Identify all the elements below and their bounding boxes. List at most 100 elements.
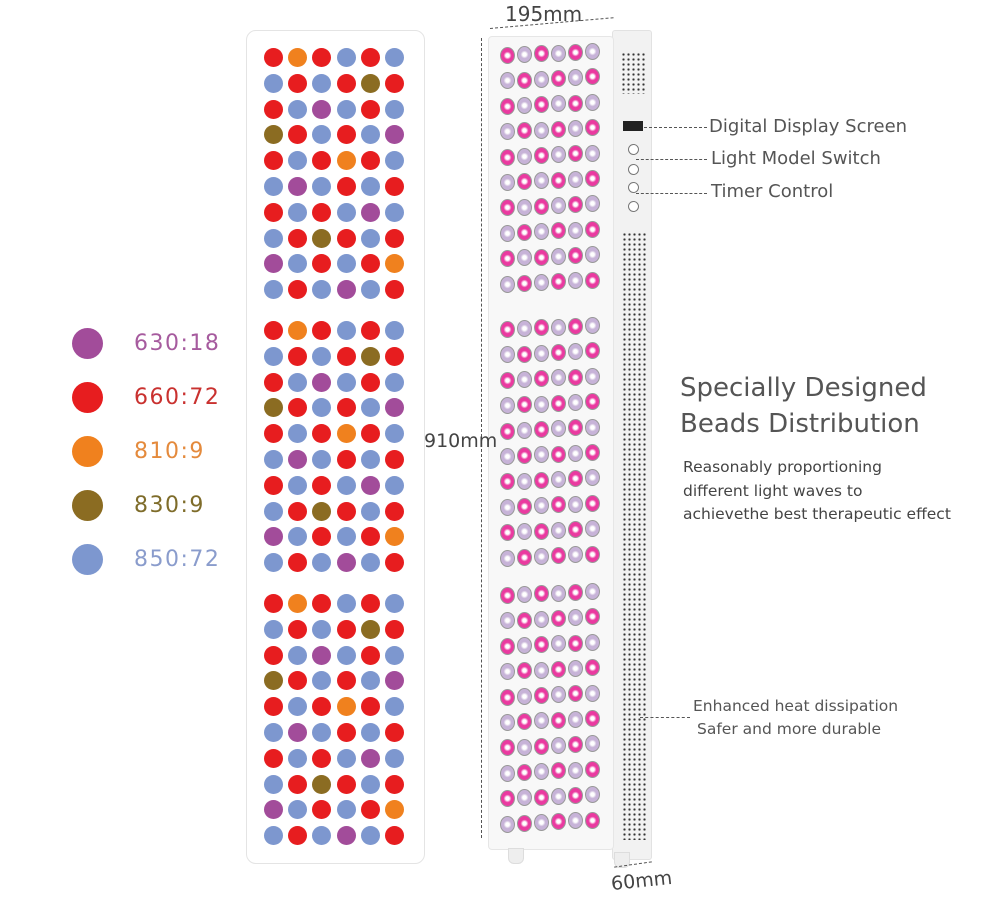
bead-dot — [288, 372, 308, 392]
bead-dot — [312, 151, 332, 171]
mode-callout: Light Model Switch — [711, 148, 881, 169]
led-bead — [500, 448, 515, 465]
led-bead — [500, 371, 515, 389]
display-callout-line — [644, 127, 707, 128]
bead-dot — [385, 450, 404, 469]
bead-dot — [264, 254, 283, 274]
led-bead — [568, 710, 583, 728]
led-bead — [500, 714, 515, 731]
bead-dot — [264, 73, 283, 93]
led-bead — [534, 446, 549, 464]
led-bead — [568, 368, 583, 386]
led-bead — [585, 684, 600, 702]
led-bead — [534, 45, 549, 63]
bead-dot — [336, 594, 356, 613]
led-bead — [585, 520, 600, 538]
led-bead — [517, 249, 532, 267]
bead-dot — [360, 321, 380, 340]
led-bead — [500, 587, 515, 604]
led-bead — [534, 548, 549, 565]
led-bead — [551, 762, 566, 780]
legend-swatch — [72, 381, 103, 413]
bead-dot — [385, 645, 404, 665]
feature-desc-line2: different light waves to — [683, 482, 863, 500]
led-bead — [500, 815, 515, 833]
bead-dot — [360, 424, 380, 444]
led-bead — [568, 343, 583, 361]
led-bead — [568, 546, 583, 564]
bead-dot — [288, 280, 308, 300]
led-bead — [568, 196, 583, 214]
bead-dot — [360, 645, 380, 665]
bead-dot — [264, 151, 283, 171]
bead-dot — [264, 671, 283, 691]
bead-dot — [336, 553, 356, 573]
led-bead — [585, 545, 600, 563]
led-bead — [568, 736, 583, 754]
bead-dot — [312, 321, 332, 340]
bead-dot — [264, 748, 283, 768]
bead-dot — [312, 48, 332, 67]
led-bead — [568, 583, 583, 601]
led-bead — [534, 319, 549, 337]
led-bead — [568, 317, 583, 335]
led-bead — [500, 612, 515, 630]
led-bead — [568, 120, 583, 137]
bead-dot — [288, 800, 308, 820]
bead-dot — [288, 645, 308, 665]
led-bead — [568, 221, 583, 239]
bead-dot — [360, 671, 380, 691]
led-bead — [551, 711, 566, 729]
bead-dot — [360, 450, 380, 469]
led-bead — [585, 246, 600, 264]
led-bead — [585, 735, 600, 753]
legend-item: 630:18 — [72, 326, 219, 360]
led-bead — [534, 147, 549, 164]
led-bead — [534, 788, 549, 806]
led-bead — [551, 171, 566, 189]
bead-dot — [288, 99, 308, 119]
timer-minus-button[interactable] — [628, 201, 639, 212]
bead-dot — [385, 671, 404, 691]
bead-dot — [360, 774, 380, 794]
bead-dot — [288, 723, 308, 742]
width-dimension-label: 195mm — [505, 2, 583, 26]
bead-dot — [264, 475, 283, 495]
led-bead — [534, 96, 549, 114]
led-bead — [551, 547, 566, 565]
led-bead — [568, 43, 583, 61]
height-dimension-label: 910mm — [424, 430, 498, 452]
led-bead — [500, 397, 515, 415]
bead-dot — [385, 73, 404, 93]
bead-dot — [336, 48, 356, 67]
bead-dot — [385, 177, 404, 196]
led-bead — [585, 494, 600, 512]
bead-dot — [360, 280, 380, 300]
led-bead — [500, 123, 515, 141]
led-bead — [551, 521, 566, 539]
led-bead — [568, 521, 583, 538]
led-bead — [517, 789, 532, 807]
bead-dot — [360, 372, 380, 392]
feature-desc-line3: achievethe best therapeutic effect — [683, 505, 951, 523]
light-mode-button[interactable] — [628, 164, 639, 175]
legend-label: 810:9 — [134, 438, 205, 464]
led-bead — [551, 70, 566, 87]
led-bead — [585, 786, 600, 804]
led-bead — [551, 95, 566, 113]
bead-dot — [385, 723, 404, 742]
led-bead — [551, 369, 566, 387]
legend-item: 810:9 — [72, 434, 203, 468]
led-bead — [551, 471, 566, 488]
legend-label: 660:72 — [134, 384, 221, 410]
led-bead — [534, 737, 549, 755]
led-bead — [551, 686, 566, 704]
led-bead — [568, 634, 583, 652]
led-bead — [500, 422, 515, 440]
timer-button[interactable] — [628, 182, 639, 193]
led-bead — [551, 737, 566, 754]
bead-dot — [385, 501, 404, 521]
bead-dot — [360, 202, 380, 222]
bead-dot — [288, 321, 308, 340]
power-button[interactable] — [628, 144, 639, 155]
